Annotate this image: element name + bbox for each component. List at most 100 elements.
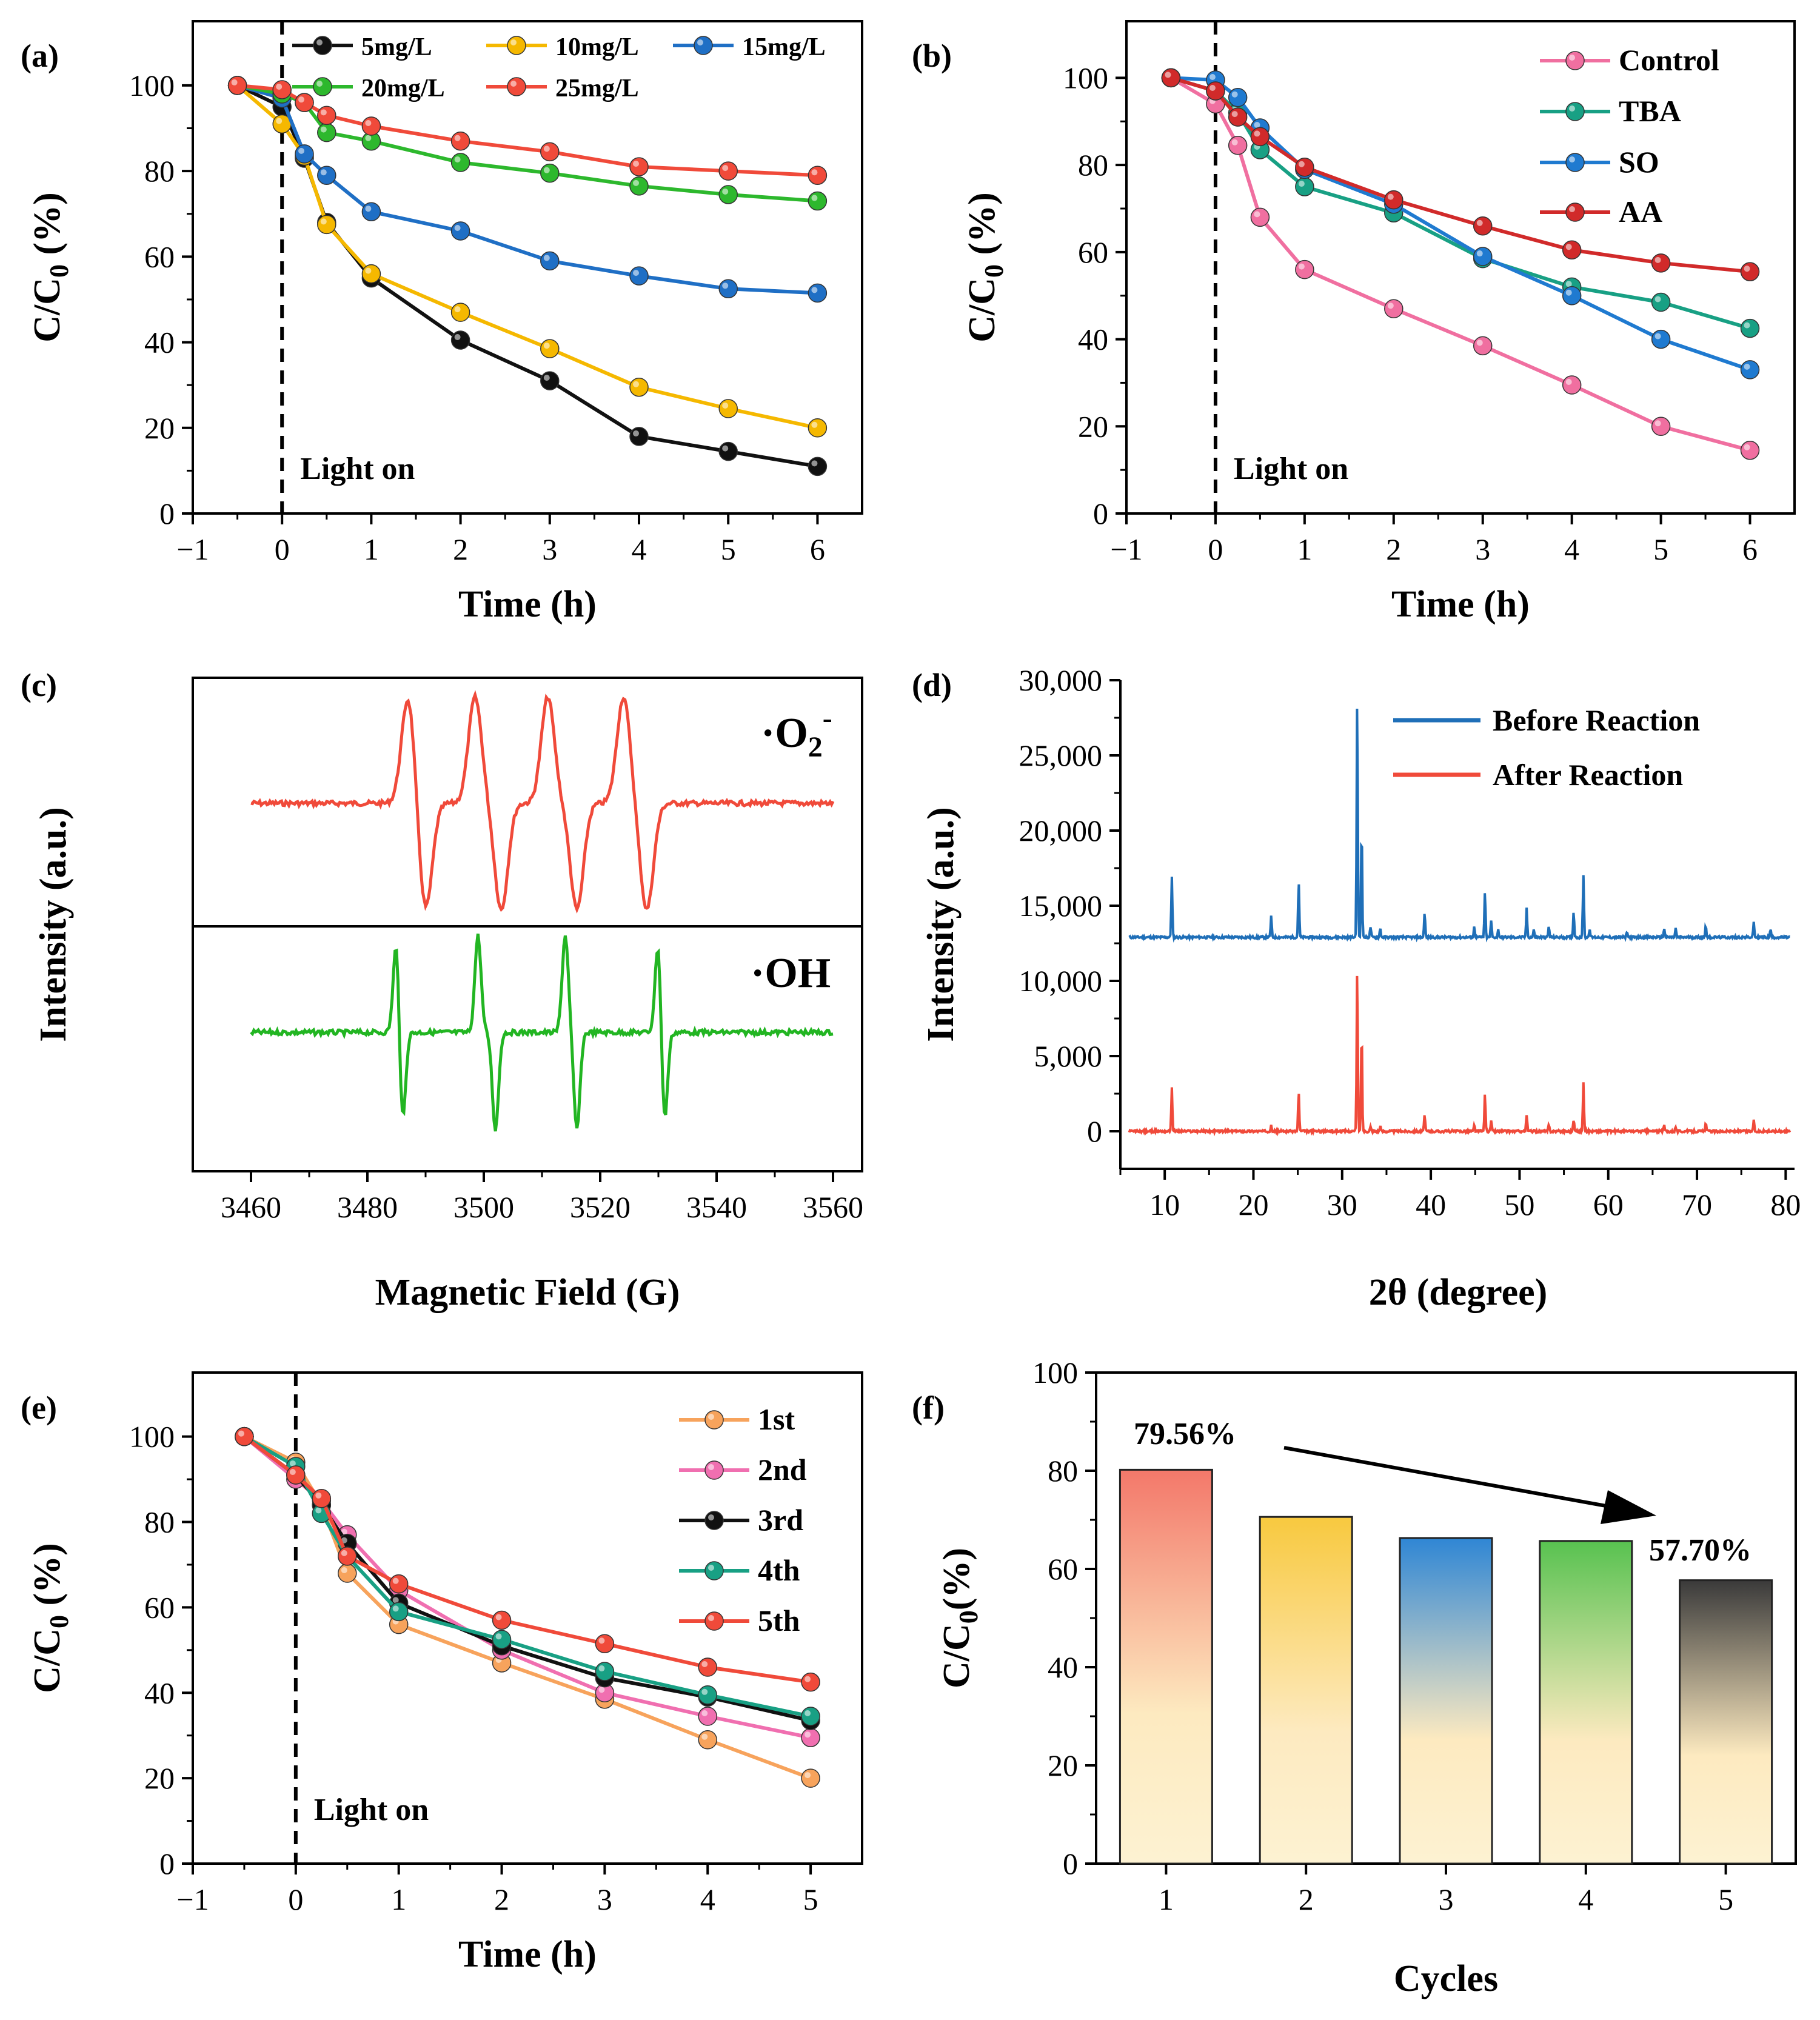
y-tick-label: 40 bbox=[1048, 1650, 1078, 1684]
legend-marker bbox=[1565, 51, 1585, 70]
data-point bbox=[361, 116, 381, 136]
data-point-shine bbox=[1565, 379, 1572, 386]
legend-label: 3rd bbox=[758, 1503, 803, 1537]
legend-marker-shine bbox=[316, 39, 323, 45]
plot-frame bbox=[1125, 20, 1796, 515]
data-point bbox=[1228, 136, 1248, 155]
data-point-shine bbox=[701, 1710, 708, 1716]
y-tick-label: 5,000 bbox=[1034, 1039, 1103, 1073]
data-point-shine bbox=[341, 1567, 347, 1574]
xrd-pattern-1 bbox=[1128, 975, 1792, 1137]
data-point-shine bbox=[701, 1733, 708, 1740]
x-tick-label: 3500 bbox=[453, 1190, 514, 1224]
y-tick-label: 20 bbox=[1078, 409, 1108, 443]
data-point-shine bbox=[365, 119, 372, 126]
trend-arrow bbox=[1283, 1446, 1613, 1509]
data-point-shine bbox=[1744, 363, 1750, 370]
light-on-label: Light on bbox=[1234, 452, 1348, 486]
legend-marker-shine bbox=[708, 1414, 714, 1420]
y-tick-label: 80 bbox=[1048, 1454, 1078, 1488]
data-point bbox=[450, 221, 470, 241]
data-point bbox=[317, 166, 336, 185]
y-tick-label: 15,000 bbox=[1019, 889, 1103, 923]
legend-marker bbox=[704, 1511, 724, 1530]
panel-letter: (c) bbox=[21, 667, 57, 703]
data-point bbox=[540, 339, 560, 358]
data-point-shine bbox=[320, 109, 327, 116]
data-point-shine bbox=[811, 195, 818, 201]
legend-label: TBA bbox=[1619, 94, 1681, 128]
legend-label: After Reaction bbox=[1493, 758, 1683, 792]
series-line-1 bbox=[243, 1435, 811, 1740]
data-point-shine bbox=[722, 283, 729, 289]
value-label-last: 57.70% bbox=[1649, 1533, 1751, 1568]
x-axis-label: Time (h) bbox=[1391, 584, 1530, 625]
data-point bbox=[808, 418, 828, 438]
data-point bbox=[389, 1574, 409, 1594]
legend-marker-shine bbox=[316, 81, 323, 87]
legend-marker bbox=[704, 1611, 724, 1631]
data-point-shine bbox=[598, 1665, 605, 1672]
data-point bbox=[1228, 88, 1248, 107]
legend-marker bbox=[704, 1561, 724, 1580]
data-point-shine bbox=[1254, 211, 1260, 218]
y-axis-label: C/C0 (%) bbox=[27, 192, 74, 343]
data-point-shine bbox=[1231, 139, 1238, 145]
panel-f: 1 2 3 4 5 0 20 40 60 80 100 79.56% 57.70% Cycles C/C0(… bbox=[912, 1356, 1797, 1999]
data-point bbox=[1295, 177, 1314, 196]
y-tick-label: 40 bbox=[1078, 323, 1108, 356]
x-tick-label: 5 bbox=[1653, 532, 1668, 566]
panel-letter: (b) bbox=[912, 38, 952, 74]
x-tick-label: −1 bbox=[176, 1882, 209, 1916]
data-point-shine bbox=[392, 1605, 399, 1612]
legend-marker bbox=[507, 36, 526, 55]
data-point bbox=[1740, 441, 1760, 460]
data-point bbox=[808, 166, 828, 185]
x-axis-label: Time (h) bbox=[458, 584, 597, 625]
data-point-shine bbox=[1744, 266, 1750, 272]
data-point bbox=[801, 1768, 820, 1788]
data-point bbox=[718, 161, 738, 181]
data-point-shine bbox=[722, 403, 729, 409]
panel-d: 10 20 30 40 50 60 70 80 0 5,000 10,000 15,000 20,000… bbox=[912, 663, 1801, 1313]
data-point-shine bbox=[454, 156, 461, 163]
data-point-shine bbox=[722, 165, 729, 172]
data-point bbox=[718, 441, 738, 461]
x-axis-label: Magnetic Field (G) bbox=[375, 1272, 680, 1313]
data-point-shine bbox=[1476, 250, 1483, 257]
x-tick-label: 30 bbox=[1327, 1188, 1357, 1222]
y-tick-label: 20 bbox=[144, 411, 175, 445]
data-point bbox=[1250, 127, 1270, 147]
data-point bbox=[317, 105, 336, 125]
data-point-shine bbox=[298, 147, 304, 154]
x-tick-label: 1 bbox=[1159, 1882, 1174, 1916]
x-tick-label: 70 bbox=[1682, 1188, 1712, 1222]
legend-marker-shine bbox=[708, 1565, 714, 1571]
legend-marker bbox=[1565, 153, 1585, 172]
y-tick-label: 60 bbox=[144, 1590, 175, 1624]
data-point-shine bbox=[633, 381, 639, 387]
data-point bbox=[629, 427, 649, 446]
data-point-shine bbox=[811, 169, 818, 176]
plot-frame bbox=[192, 677, 863, 1172]
light-on-label: Light on bbox=[300, 452, 415, 486]
x-tick-label: 1 bbox=[1297, 532, 1312, 566]
x-tick-label: 3480 bbox=[337, 1190, 398, 1224]
y-tick-label: 40 bbox=[144, 1676, 175, 1710]
y-tick-label: 60 bbox=[144, 239, 175, 273]
x-axis-label: Cycles bbox=[1394, 1958, 1498, 1999]
legend-marker-shine bbox=[1569, 156, 1575, 162]
data-point bbox=[801, 1672, 820, 1692]
y-tick-label: 80 bbox=[1078, 148, 1108, 182]
data-point-shine bbox=[1209, 84, 1216, 91]
data-point bbox=[1473, 216, 1493, 236]
data-point-shine bbox=[365, 267, 372, 274]
data-point-shine bbox=[633, 161, 639, 167]
plot-frame bbox=[192, 20, 863, 515]
panel-letter: (e) bbox=[21, 1390, 57, 1426]
y-tick-label: 0 bbox=[1093, 497, 1108, 530]
y-tick-label: 20,000 bbox=[1019, 814, 1103, 848]
legend-label: 5th bbox=[758, 1604, 800, 1637]
